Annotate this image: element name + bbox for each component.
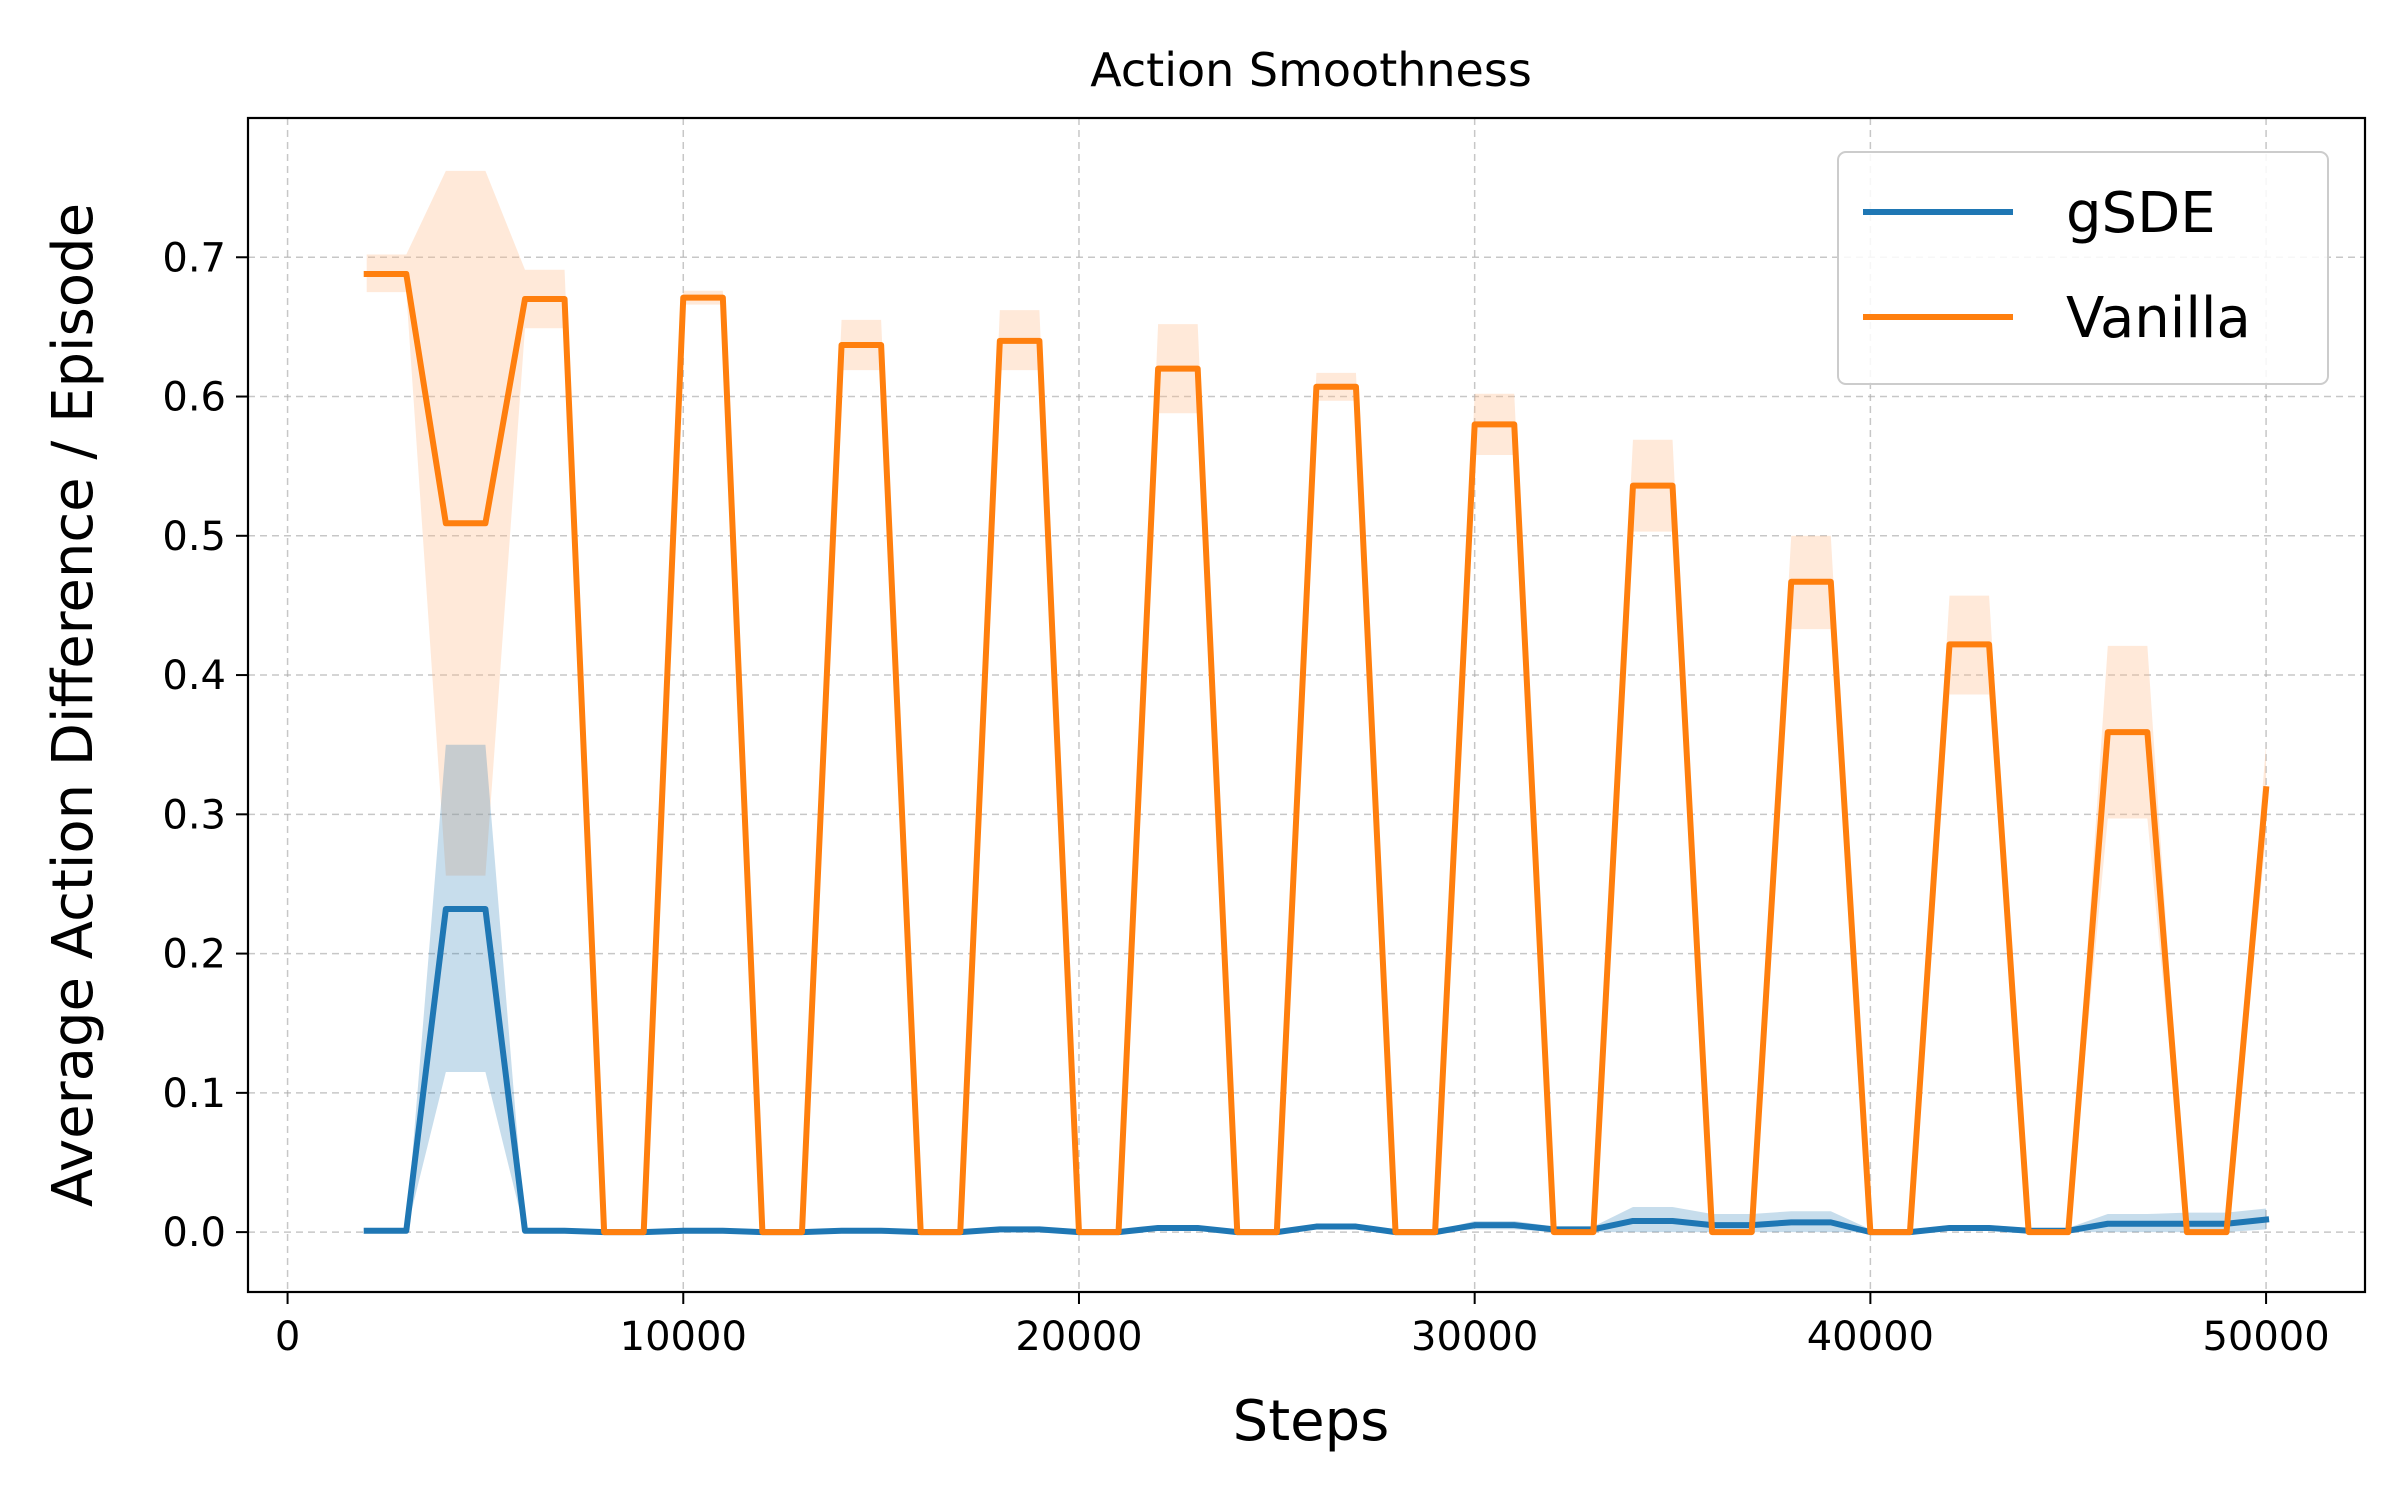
y-tick-label: 0.2 xyxy=(162,932,226,978)
series-lines xyxy=(363,270,2270,1236)
x-tick-label: 0 xyxy=(275,1314,300,1360)
x-tick-label: 10000 xyxy=(620,1314,747,1360)
y-tick-label: 0.1 xyxy=(162,1071,226,1117)
x-tick-label: 30000 xyxy=(1411,1314,1538,1360)
series-line-gsde xyxy=(363,906,2270,1236)
y-tick-label: 0.6 xyxy=(162,375,226,421)
x-tick-label: 20000 xyxy=(1015,1314,1142,1360)
axis-ticks: 0 10000 20000 30000 40000 50000 0.0 0.1 0.2 0.3 0.… xyxy=(162,235,2329,1360)
x-axis-title: Steps xyxy=(1233,1389,1390,1454)
y-tick-label: 0.7 xyxy=(162,235,226,281)
legend-label-vanilla: Vanilla xyxy=(2066,286,2251,351)
legend-label-gsde: gSDE xyxy=(2066,181,2216,246)
y-tick-label: 0.0 xyxy=(162,1210,226,1256)
chart-title: Action Smoothness xyxy=(1090,43,1532,97)
y-tick-label: 0.5 xyxy=(162,514,226,560)
y-tick-label: 0.3 xyxy=(162,792,226,838)
x-tick-label: 40000 xyxy=(1807,1314,1934,1360)
series-line-vanilla xyxy=(363,270,2270,1236)
x-tick-label: 50000 xyxy=(2202,1314,2329,1360)
y-axis-title: Average Action Difference / Episode xyxy=(41,203,106,1207)
plot-frame xyxy=(246,116,2367,1294)
y-tick-label: 0.4 xyxy=(162,653,226,699)
legend: gSDE Vanilla xyxy=(1837,151,2329,385)
